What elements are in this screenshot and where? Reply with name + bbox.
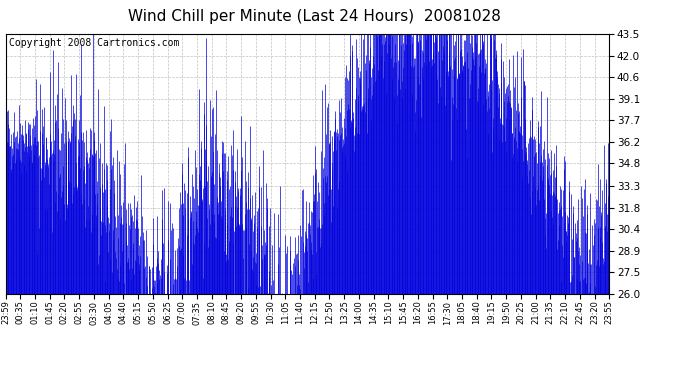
Text: Wind Chill per Minute (Last 24 Hours)  20081028: Wind Chill per Minute (Last 24 Hours) 20…	[128, 9, 500, 24]
Text: Copyright 2008 Cartronics.com: Copyright 2008 Cartronics.com	[8, 38, 179, 48]
